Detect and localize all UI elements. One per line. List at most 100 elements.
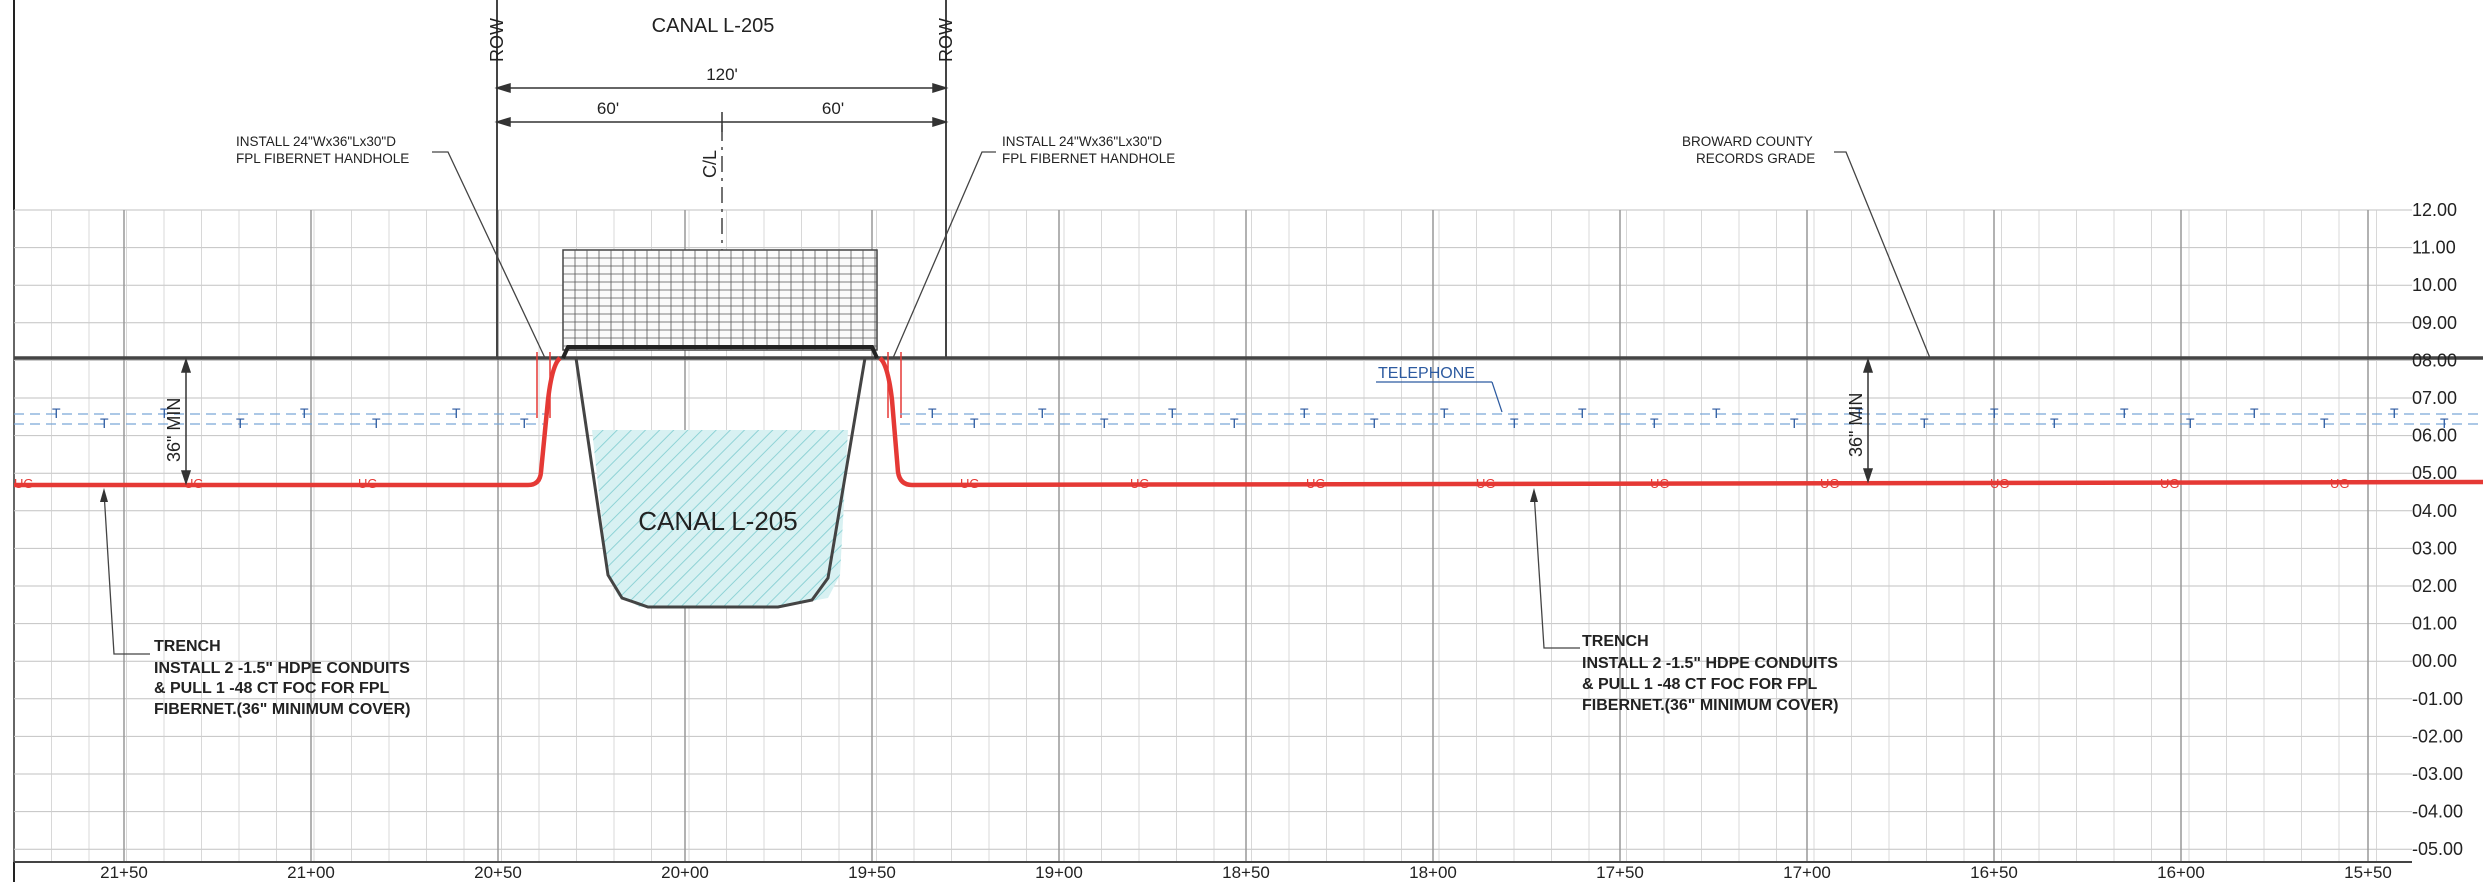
grade-note-line2: RECORDS GRADE: [1696, 151, 1815, 166]
ug-markers: UG UG UG UG UG UG UG UG UG UG UG UG: [14, 476, 2350, 491]
canal-water: [592, 430, 848, 607]
canal-label: CANAL L-205: [638, 506, 797, 536]
elevation-label: 00.00: [2412, 651, 2457, 671]
trench-right-line2: INSTALL 2 -1.5" HDPE CONDUITS: [1582, 655, 1838, 672]
telephone-marker: T: [2320, 415, 2329, 431]
ug-marker: UG: [358, 476, 378, 491]
telephone-marker: T: [372, 415, 381, 431]
telephone-marker: T: [1300, 405, 1309, 421]
ug-marker: UG: [184, 476, 204, 491]
dimension-total: [494, 82, 949, 132]
elevation-label: 06.00: [2412, 426, 2457, 446]
elevation-labels: 12.00 11.00 10.00 09.00 08.00 07.00 06.00 05.00…: [2412, 200, 2463, 859]
elevation-label: 03.00: [2412, 538, 2457, 558]
trench-left-line1: TRENCH: [154, 638, 221, 655]
trench-left-arrow: [100, 488, 108, 502]
station-label: 21+00: [287, 863, 335, 882]
row-label-right: ROW: [936, 18, 956, 62]
station-label: 21+50: [100, 863, 148, 882]
elevation-label: 02.00: [2412, 576, 2457, 596]
elevation-label: -04.00: [2412, 802, 2463, 822]
handhole-right-line2: FPL FIBERNET HANDHOLE: [1002, 151, 1175, 166]
grade-note-leader: [1834, 151, 1931, 359]
telephone-marker: T: [1440, 405, 1449, 421]
telephone-marker: T: [1920, 415, 1929, 431]
trench-left-line4: FIBERNET.(36" MINIMUM COVER): [154, 701, 410, 718]
handhole-right-line1: INSTALL 24"Wx36"Lx30"D: [1002, 134, 1162, 149]
trench-left-line3: & PULL 1 -48 CT FOC FOR FPL: [154, 680, 390, 697]
station-label: 18+00: [1409, 863, 1457, 882]
ug-marker: UG: [14, 476, 34, 491]
bridge-structure: [562, 249, 878, 351]
station-label: 19+00: [1035, 863, 1083, 882]
station-label: 20+00: [661, 863, 709, 882]
ug-marker: UG: [1306, 476, 1326, 491]
elevation-label: -01.00: [2412, 689, 2463, 709]
centerline-label: C/L: [700, 150, 720, 178]
elevation-label: 04.00: [2412, 501, 2457, 521]
ug-marker: UG: [1476, 476, 1496, 491]
station-label: 17+50: [1596, 863, 1644, 882]
elevation-label: 08.00: [2412, 350, 2457, 370]
telephone-marker: T: [2050, 415, 2059, 431]
handhole-left-leader: [432, 151, 546, 359]
telephone-marker: T: [236, 415, 245, 431]
handhole-marks: [536, 352, 902, 418]
telephone-marker: T: [970, 415, 979, 431]
fiber-conduit: [14, 356, 2483, 488]
ug-marker: UG: [1990, 476, 2010, 491]
ug-marker: UG: [1650, 476, 1670, 491]
telephone-marker: T: [1790, 415, 1799, 431]
ug-marker: UG: [960, 476, 980, 491]
elevation-label: 05.00: [2412, 463, 2457, 483]
ug-marker: UG: [2330, 476, 2350, 491]
grade-note-line1: BROWARD COUNTY: [1682, 134, 1813, 149]
elevation-label: 01.00: [2412, 614, 2457, 634]
min-cover-left-dim: [180, 357, 192, 486]
station-label: 16+50: [1970, 863, 2018, 882]
ug-marker: UG: [2160, 476, 2180, 491]
profile-grid: [13, 209, 2412, 863]
station-label: 20+50: [474, 863, 522, 882]
telephone-marker: T: [1370, 415, 1379, 431]
trench-left-line2: INSTALL 2 -1.5" HDPE CONDUITS: [154, 660, 410, 677]
station-labels: 21+50 21+00 20+50 20+00 19+50 19+00 18+50 18+00…: [100, 863, 2392, 882]
telephone-marker: T: [2186, 415, 2195, 431]
dimension-right-label: 60': [822, 99, 844, 118]
elevation-label: 09.00: [2412, 313, 2457, 333]
telephone-marker: T: [1038, 405, 1047, 421]
telephone-marker: T: [1100, 415, 1109, 431]
elevation-label: -02.00: [2412, 726, 2463, 746]
telephone-marker: T: [300, 405, 309, 421]
trench-right-arrow: [1530, 488, 1538, 502]
min-cover-left-label: 36" MIN: [164, 398, 184, 462]
telephone-marker: T: [52, 405, 61, 421]
canal-section: [574, 357, 867, 609]
trench-right-line3: & PULL 1 -48 CT FOC FOR FPL: [1582, 676, 1818, 693]
station-label: 18+50: [1222, 863, 1270, 882]
trench-right-line4: FIBERNET.(36" MINIMUM COVER): [1582, 697, 1838, 714]
telephone-marker: T: [2390, 405, 2399, 421]
telephone-marker: T: [1230, 415, 1239, 431]
trench-right-leader: [1533, 491, 1580, 649]
telephone-marker: T: [1855, 405, 1864, 421]
telephone-leader: [1491, 381, 1503, 413]
canal-title: CANAL L-205: [652, 15, 775, 37]
telephone-label: TELEPHONE: [1378, 365, 1475, 382]
min-cover-right-label: 36" MIN: [1846, 393, 1866, 457]
station-label: 19+50: [848, 863, 896, 882]
telephone-marker: T: [1168, 405, 1177, 421]
telephone-marker: T: [2250, 405, 2259, 421]
handhole-left-line1: INSTALL 24"Wx36"Lx30"D: [236, 134, 396, 149]
telephone-marker: T: [1578, 405, 1587, 421]
elevation-label: 07.00: [2412, 388, 2457, 408]
elevation-label: 12.00: [2412, 200, 2457, 220]
telephone-marker: T: [1650, 415, 1659, 431]
telephone-marker: T: [1712, 405, 1721, 421]
station-label: 17+00: [1783, 863, 1831, 882]
dimension-left-label: 60': [597, 99, 619, 118]
telephone-marker: T: [1990, 405, 1999, 421]
row-label-left: ROW: [487, 18, 507, 62]
